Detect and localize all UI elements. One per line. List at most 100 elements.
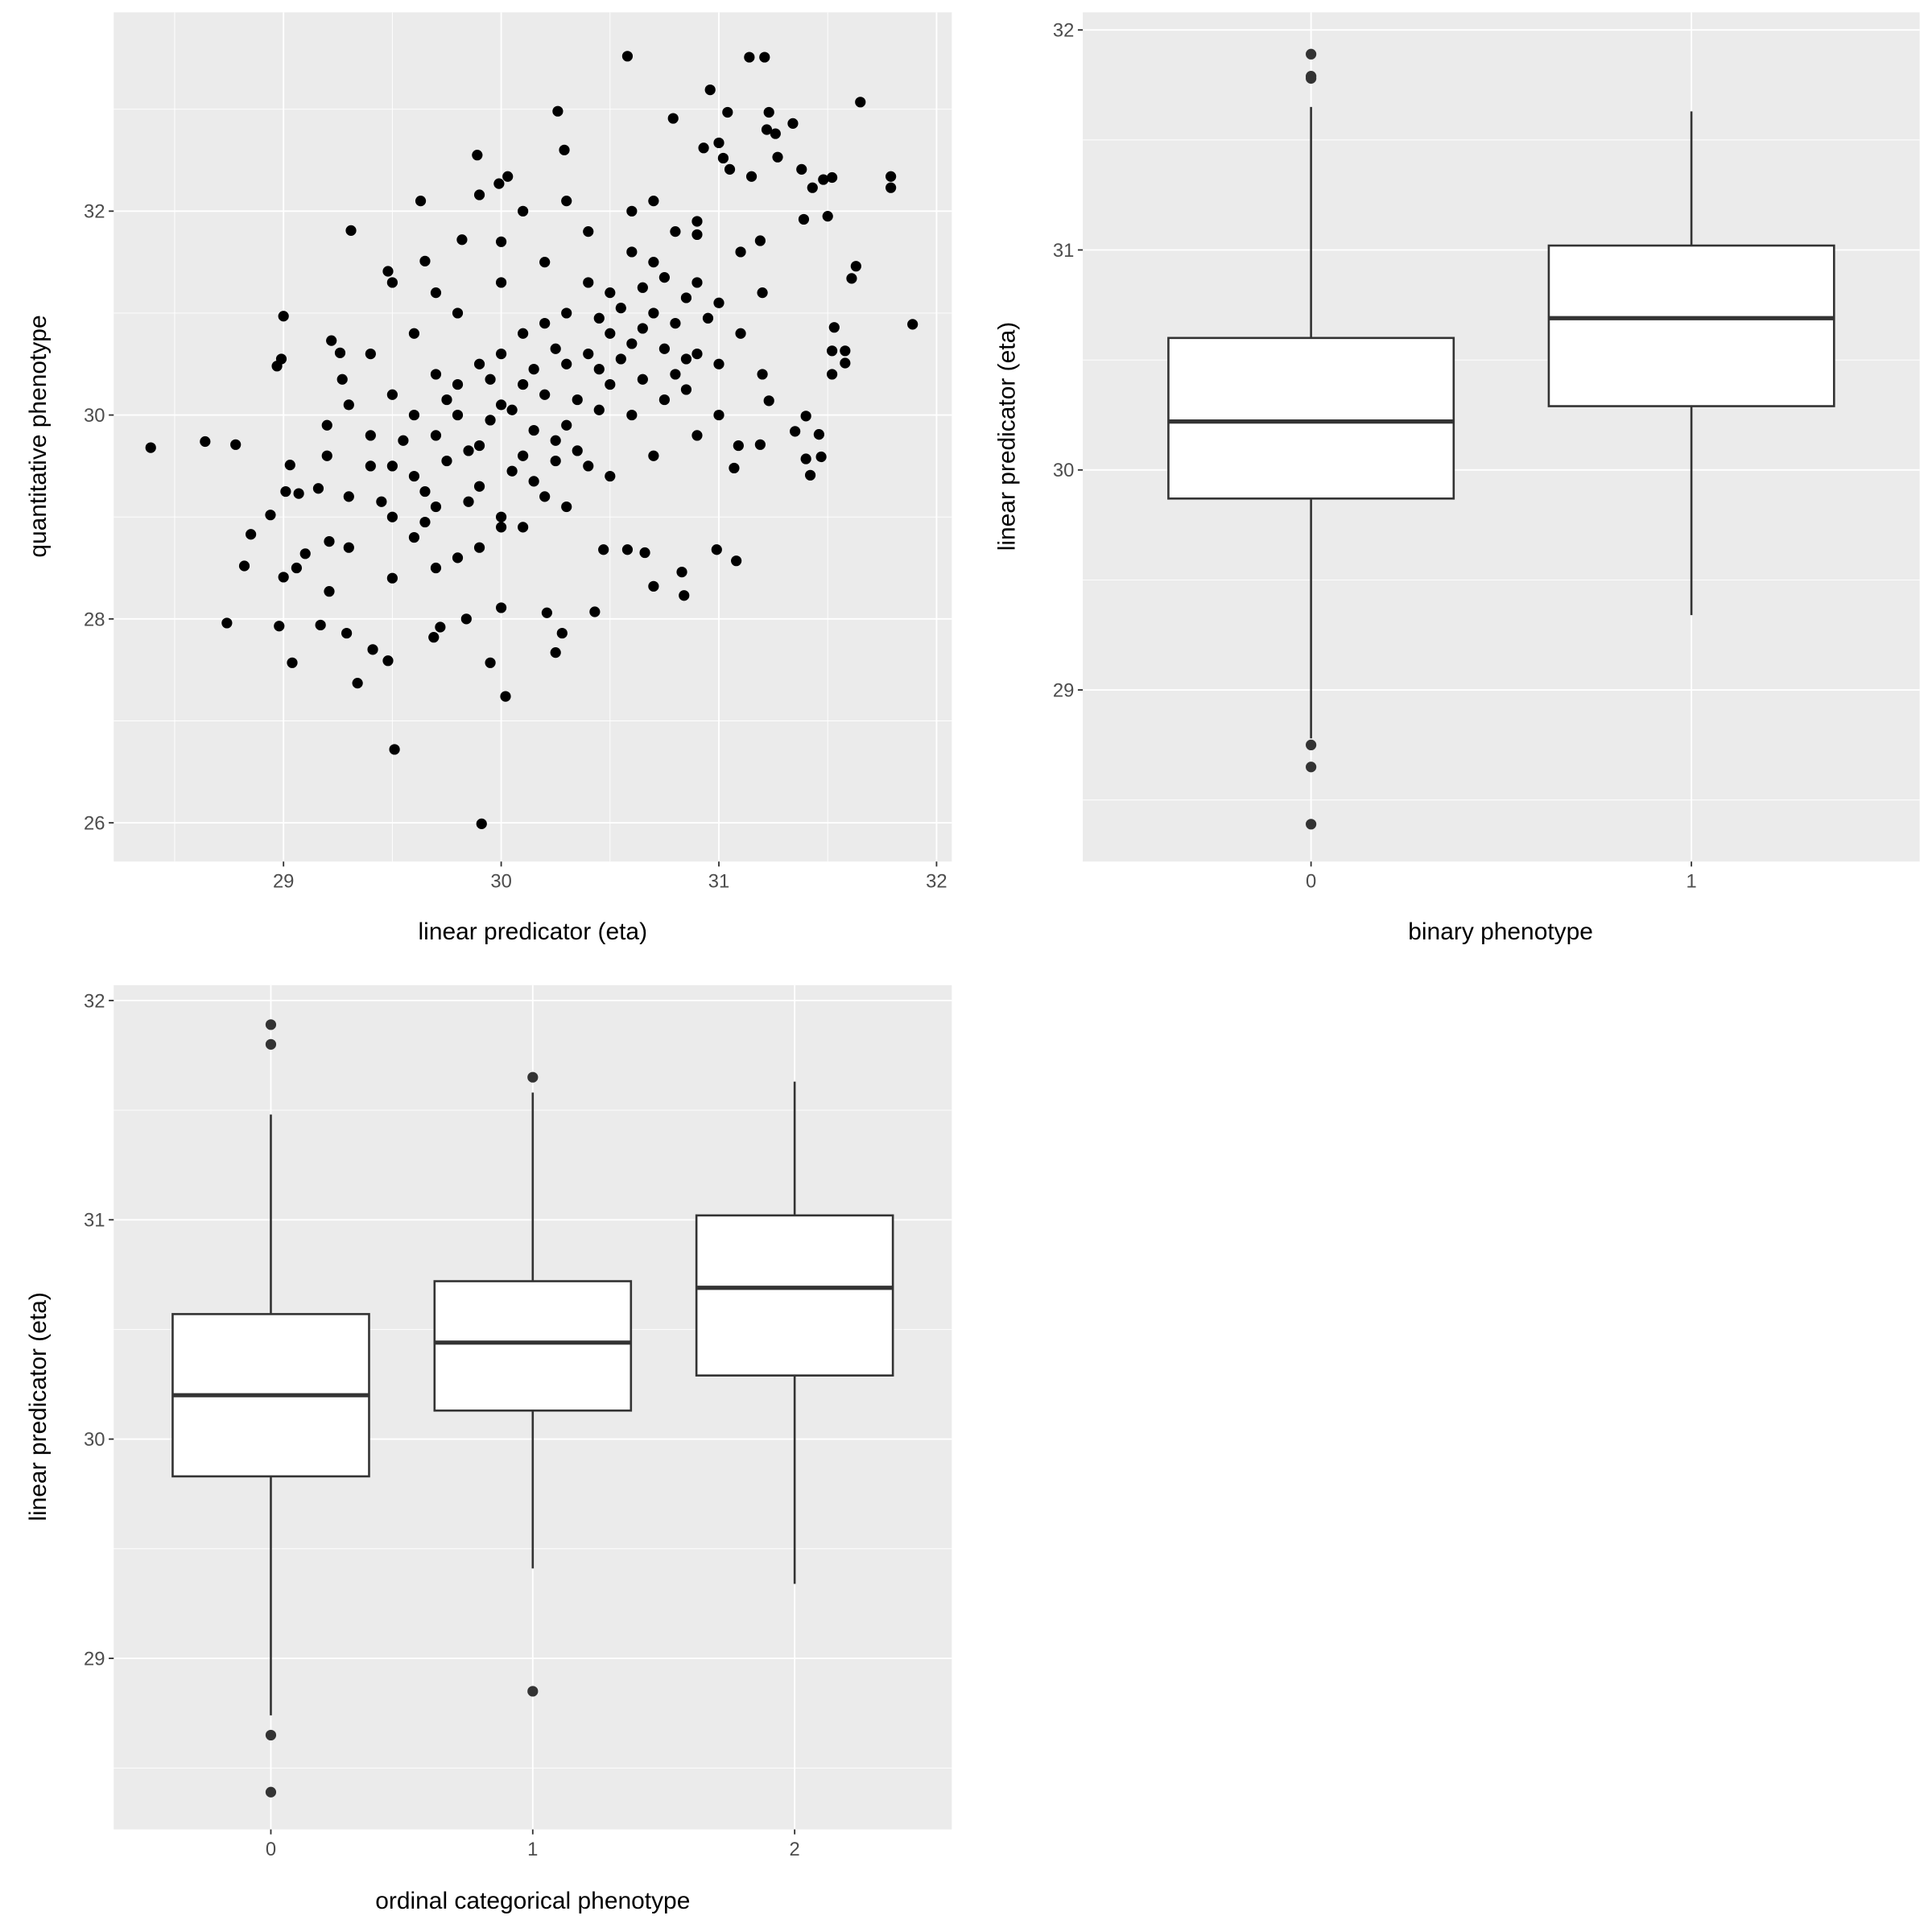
scatter-point xyxy=(790,426,801,437)
scatter-point xyxy=(408,409,420,421)
scatter-point xyxy=(818,174,829,185)
scatter-point xyxy=(713,409,724,421)
scatter-point xyxy=(472,150,483,161)
scatter-point xyxy=(539,389,551,400)
scatter-point xyxy=(813,429,824,440)
scatter-point xyxy=(518,522,529,533)
scatter-point xyxy=(626,246,638,258)
scatter-point xyxy=(807,182,818,193)
x-tick-label: 2 xyxy=(790,1839,800,1860)
scatter-point xyxy=(485,374,496,385)
scatter-point xyxy=(324,536,335,547)
scatter-point xyxy=(658,343,671,354)
scatter-point xyxy=(334,347,346,358)
scatter-point xyxy=(605,378,616,390)
scatter-point xyxy=(376,496,387,507)
scatter-point xyxy=(572,445,583,456)
x-tick-label: 0 xyxy=(266,1839,276,1860)
y-tick-label: 30 xyxy=(84,1429,105,1451)
scatter-point xyxy=(550,455,561,467)
x-tick-label: 32 xyxy=(926,870,947,892)
scatter-point xyxy=(452,552,464,564)
scatter-point xyxy=(430,501,442,513)
box-iqr xyxy=(1547,244,1835,407)
scatter-point xyxy=(419,516,431,528)
scatter-point xyxy=(145,442,156,453)
box-iqr xyxy=(1167,336,1455,500)
scatter-point xyxy=(365,460,376,472)
scatter-point xyxy=(658,272,671,283)
scatter-point xyxy=(713,297,724,308)
scatter-point xyxy=(408,531,420,543)
scatter-point xyxy=(798,213,810,225)
scatter-point xyxy=(552,105,564,117)
scatter-point xyxy=(561,358,572,369)
y-tick-label: 32 xyxy=(84,201,105,223)
binary-y-title: linear predicator (eta) xyxy=(994,322,1021,551)
scatter-point xyxy=(463,445,474,456)
scatter-point xyxy=(441,394,452,406)
scatter-point xyxy=(539,491,551,502)
scatter-point xyxy=(763,395,774,407)
scatter-point xyxy=(626,205,638,217)
scatter-point xyxy=(495,348,507,360)
scatter-point xyxy=(528,424,539,436)
scatter-point xyxy=(430,287,442,299)
scatter-point xyxy=(485,415,496,426)
scatter-point xyxy=(386,389,398,400)
box-iqr xyxy=(695,1214,894,1377)
scatter-point xyxy=(382,655,394,667)
scatter-point xyxy=(324,586,335,597)
scatter-point xyxy=(528,363,539,375)
scatter-point xyxy=(561,308,572,319)
scatter-point xyxy=(550,343,561,354)
scatter-point xyxy=(658,394,671,406)
scatter-point xyxy=(840,345,851,357)
scatter-point xyxy=(230,439,242,450)
scatter-point xyxy=(274,621,285,632)
scatter-point xyxy=(745,171,758,182)
scatter-point xyxy=(278,311,289,322)
scatter-point xyxy=(561,419,572,431)
scatter-point xyxy=(626,338,638,349)
box-1 xyxy=(433,1071,633,1697)
scatter-point xyxy=(495,399,507,411)
scatter-point xyxy=(757,369,768,380)
scatter-point xyxy=(691,277,703,288)
scatter-point xyxy=(598,544,609,555)
scatter-point xyxy=(729,462,740,474)
scatter-point xyxy=(621,51,634,62)
scatter-point xyxy=(583,277,594,288)
scatter-point xyxy=(815,451,827,463)
scatter-point xyxy=(541,607,552,618)
scatter-point xyxy=(763,106,774,118)
scatter-point xyxy=(621,544,634,555)
y-tick-label: 30 xyxy=(1053,460,1074,481)
scatter-point xyxy=(500,691,511,702)
x-tick-label: 1 xyxy=(527,1839,538,1860)
x-tick-label: 29 xyxy=(273,870,294,892)
scatter-x-title: linear predicator (eta) xyxy=(419,919,648,945)
scatter-point xyxy=(456,234,468,246)
scatter-point xyxy=(336,374,348,385)
outlier-point xyxy=(265,1038,277,1050)
scatter-panel: 26 28 30 32 29 30 31 32 xyxy=(84,12,952,892)
scatter-point xyxy=(495,522,507,533)
scatter-point xyxy=(419,255,431,266)
scatter-point xyxy=(637,282,648,293)
scatter-point xyxy=(731,555,742,567)
scatter-point xyxy=(293,488,304,499)
scatter-point xyxy=(827,171,838,184)
y-tick-label: 30 xyxy=(84,405,105,427)
scatter-point xyxy=(430,562,442,574)
y-tick-label: 32 xyxy=(84,990,105,1012)
scatter-point xyxy=(605,470,616,482)
scatter-point xyxy=(528,476,539,487)
scatter-point xyxy=(441,455,452,467)
scatter-point xyxy=(772,151,783,163)
scatter-point xyxy=(430,369,442,380)
ordinal-x-title: ordinal categorical phenotype xyxy=(375,1888,690,1914)
x-tick-label: 30 xyxy=(490,870,511,892)
scatter-point xyxy=(800,453,811,464)
